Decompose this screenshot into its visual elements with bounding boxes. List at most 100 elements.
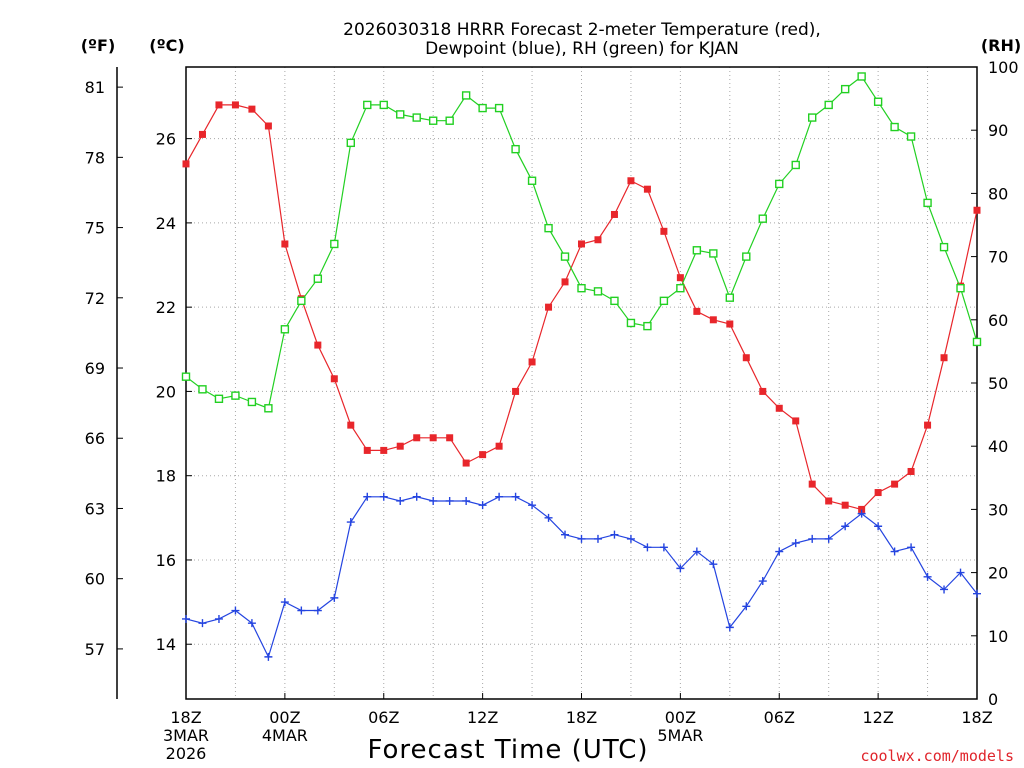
x-tick-label: 06Z — [368, 708, 399, 727]
temperature-point — [330, 375, 338, 383]
rh-point — [873, 97, 883, 106]
rh-point — [593, 287, 603, 296]
temperature-point — [775, 404, 783, 412]
dewpoint-point — [808, 534, 817, 543]
rh-tick-label: 20 — [988, 564, 1008, 583]
temperature-point — [281, 240, 289, 248]
dewpoint-point — [396, 496, 405, 505]
rh-point — [445, 116, 454, 125]
temperature-point — [182, 160, 190, 168]
temperature-point — [347, 421, 355, 429]
rh-tick-label: 10 — [988, 627, 1008, 646]
rh-tick-label: 60 — [988, 311, 1008, 330]
dewpoint-point — [297, 606, 306, 615]
rh-point — [956, 284, 965, 293]
rh-point — [412, 113, 421, 122]
temperature-point — [248, 105, 256, 113]
rh-point — [330, 239, 339, 249]
temperature-point — [264, 122, 272, 130]
dewpoint-point — [247, 619, 256, 628]
dewpoint-point — [363, 492, 372, 501]
rh-point — [297, 296, 306, 306]
x-tick-label: 00Z — [269, 708, 300, 727]
dewpoint-point — [874, 522, 883, 531]
temperature-point — [891, 480, 899, 488]
fahrenheit-tick-label: 63 — [85, 499, 105, 518]
dewpoint-point — [462, 496, 471, 505]
rh-point — [906, 132, 916, 141]
celsius-tick-label: 22 — [156, 298, 176, 317]
chart-title-line-1: 2026030318 HRRR Forecast 2-meter Tempera… — [343, 20, 821, 40]
dewpoint-point — [923, 572, 932, 581]
temperature-point — [462, 459, 470, 467]
temperature-point — [578, 240, 585, 248]
rh-point — [643, 321, 652, 331]
rh-point — [824, 100, 833, 110]
fahrenheit-tick-label: 57 — [85, 640, 105, 659]
dewpoint-point — [346, 518, 355, 527]
dewpoint-point — [692, 547, 701, 556]
dewpoint-point — [725, 623, 734, 632]
x-tick-label: 12Z — [862, 708, 893, 727]
x-tick-label: 18Z — [961, 708, 992, 727]
rh-point — [527, 176, 537, 185]
rh-point — [923, 198, 932, 208]
dewpoint-point — [577, 534, 586, 543]
celsius-tick-label: 20 — [156, 382, 176, 401]
x-tick-label: 12Z — [467, 708, 498, 727]
dewpoint-point — [231, 606, 240, 615]
celsius-unit-label: (ºC) — [149, 36, 184, 55]
dewpoint-point — [940, 585, 949, 594]
temperature-point — [231, 101, 239, 109]
dewpoint-point — [412, 492, 421, 501]
dewpoint-point — [313, 606, 322, 615]
rh-point — [363, 100, 372, 110]
chart-title-line-2: Dewpoint (blue), RH (green) for KJAN — [425, 39, 739, 59]
fahrenheit-tick-label: 78 — [85, 148, 105, 167]
celsius-tick-label: 14 — [156, 635, 176, 654]
temperature-point — [858, 505, 866, 513]
fahrenheit-tick-label: 72 — [85, 289, 105, 308]
rh-point — [972, 337, 982, 347]
temperature-point — [841, 501, 849, 509]
x-tick-label: 06Z — [764, 708, 795, 727]
dewpoint-point — [561, 530, 570, 539]
rh-tick-label: 80 — [988, 184, 1008, 203]
fahrenheit-tick-label: 81 — [85, 78, 105, 97]
temperature-point — [380, 446, 388, 454]
rh-tick-label: 50 — [988, 374, 1008, 393]
celsius-tick-label: 16 — [156, 551, 176, 570]
rh-point — [396, 110, 405, 119]
rh-unit-label: (RH) — [981, 36, 1021, 55]
temperature-point — [363, 446, 371, 454]
fahrenheit-tick-label: 75 — [85, 219, 105, 238]
rh-point — [231, 391, 240, 400]
dewpoint-point — [890, 547, 899, 556]
dewpoint-point — [610, 530, 619, 539]
rh-point — [742, 252, 751, 261]
rh-tick-label: 70 — [988, 248, 1008, 267]
rh-point — [808, 113, 817, 122]
rh-tick-label: 30 — [988, 500, 1008, 519]
dewpoint-point — [676, 564, 685, 573]
temperature-point — [215, 101, 223, 109]
temperature-point — [792, 417, 800, 425]
temperature-point — [808, 480, 816, 488]
temperature-point — [594, 236, 602, 244]
x-tick-label: 4MAR — [262, 726, 308, 745]
rh-point — [198, 385, 207, 394]
x-tick-label: 00Z — [665, 708, 696, 727]
fahrenheit-unit-label: (ºF) — [81, 36, 116, 55]
rh-point — [775, 179, 784, 189]
temperature-point — [940, 354, 948, 362]
rh-point — [478, 103, 487, 113]
dewpoint-point — [907, 543, 916, 552]
dewpoint-point — [544, 513, 553, 522]
rh-point — [577, 284, 586, 293]
dewpoint-point — [495, 492, 504, 501]
rh-tick-label: 100 — [988, 58, 1019, 77]
dewpoint-point — [528, 501, 537, 510]
dewpoint-point — [956, 568, 965, 577]
dewpoint-point — [643, 543, 652, 552]
